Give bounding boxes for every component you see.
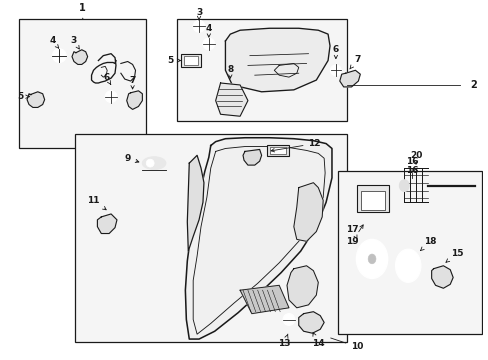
Text: 2: 2 — [469, 80, 475, 90]
Text: 5: 5 — [17, 92, 29, 101]
Text: 13: 13 — [277, 334, 290, 348]
Polygon shape — [225, 28, 329, 92]
Polygon shape — [339, 70, 360, 87]
Ellipse shape — [203, 38, 214, 50]
Polygon shape — [286, 266, 318, 308]
Ellipse shape — [142, 157, 165, 170]
Text: 4: 4 — [49, 36, 59, 48]
Ellipse shape — [283, 314, 294, 325]
Bar — [270, 147, 285, 154]
Text: 12: 12 — [270, 139, 320, 152]
Text: 6: 6 — [103, 73, 111, 85]
Bar — [184, 56, 198, 66]
Ellipse shape — [363, 247, 380, 271]
Text: 15: 15 — [445, 248, 462, 262]
Text: 16: 16 — [405, 166, 418, 175]
Text: 11: 11 — [87, 196, 106, 210]
Polygon shape — [298, 312, 324, 333]
Text: 20: 20 — [409, 151, 421, 164]
Polygon shape — [215, 83, 247, 116]
Polygon shape — [185, 138, 331, 339]
Text: 7: 7 — [129, 76, 136, 89]
Polygon shape — [126, 91, 142, 109]
Ellipse shape — [146, 159, 154, 167]
Polygon shape — [187, 155, 203, 251]
Text: 18: 18 — [420, 237, 436, 251]
Bar — [337, 171, 481, 334]
Text: 8: 8 — [227, 65, 233, 78]
Polygon shape — [243, 149, 261, 165]
Text: 19: 19 — [346, 225, 363, 246]
Text: 6: 6 — [332, 45, 338, 59]
Text: 3: 3 — [71, 36, 79, 49]
Text: 3: 3 — [196, 8, 202, 20]
Polygon shape — [240, 285, 288, 314]
Ellipse shape — [356, 239, 387, 279]
Text: 10: 10 — [330, 338, 363, 351]
Text: 9: 9 — [124, 154, 139, 163]
Bar — [181, 54, 201, 67]
Bar — [19, 19, 146, 148]
Text: 16: 16 — [405, 157, 418, 171]
Ellipse shape — [330, 65, 341, 76]
Ellipse shape — [395, 249, 420, 282]
Text: 7: 7 — [349, 55, 360, 69]
Bar — [267, 145, 288, 156]
Polygon shape — [97, 214, 117, 234]
Polygon shape — [431, 266, 452, 288]
Text: 1: 1 — [79, 3, 86, 19]
Ellipse shape — [105, 91, 117, 103]
Ellipse shape — [52, 49, 66, 63]
Bar — [176, 19, 346, 121]
Bar — [361, 190, 384, 210]
Text: 4: 4 — [205, 24, 212, 37]
Text: 14: 14 — [311, 333, 324, 348]
Ellipse shape — [367, 254, 375, 264]
Bar — [75, 134, 346, 342]
Text: 17: 17 — [346, 225, 358, 239]
Polygon shape — [27, 92, 44, 107]
Polygon shape — [293, 183, 323, 241]
Bar — [357, 185, 388, 212]
Polygon shape — [72, 50, 87, 64]
Ellipse shape — [193, 21, 204, 32]
Text: 5: 5 — [167, 56, 180, 65]
Ellipse shape — [399, 180, 408, 192]
Ellipse shape — [401, 256, 414, 275]
